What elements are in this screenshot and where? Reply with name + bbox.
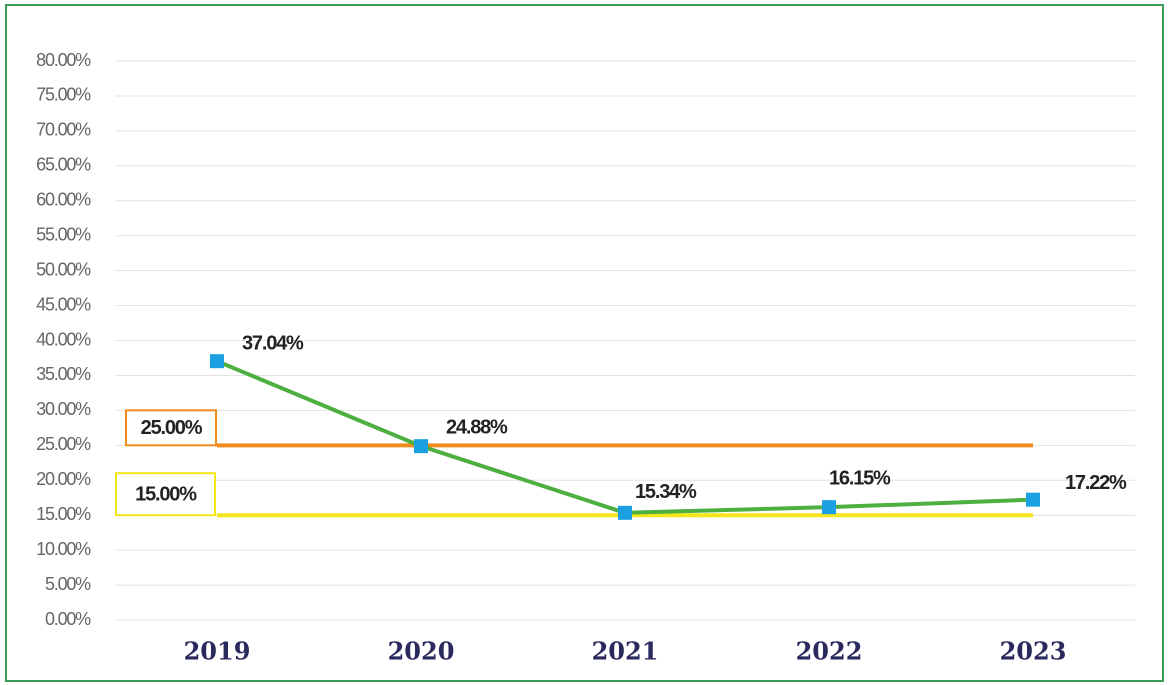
marker (414, 439, 428, 454)
y-tick-label: 5.00% (45, 574, 91, 594)
y-tick-label: 75.00% (36, 85, 91, 105)
reference-label-box (125, 409, 217, 447)
y-tick-label: 55.00% (36, 224, 91, 244)
value-label: 16.15% (829, 467, 891, 489)
line (216, 359, 1034, 515)
y-tick-label: 65.00% (36, 155, 91, 175)
y-tick-label: 45.00% (36, 294, 91, 314)
reference-label: 15.00% (135, 483, 197, 505)
reference-label-box (115, 472, 216, 517)
marker (618, 505, 632, 520)
value-label: 17.22% (1065, 472, 1127, 494)
y-tick-label: 10.00% (36, 539, 91, 559)
value-label: 15.34% (635, 481, 697, 503)
y-tick-label: 50.00% (36, 259, 91, 279)
marker (822, 500, 836, 515)
y-tick-label: 70.00% (36, 120, 91, 140)
value-label: 37.04% (242, 332, 304, 354)
x-tick-label: 2020 (388, 637, 455, 666)
x-tick-label: 2019 (184, 637, 251, 666)
marker (210, 354, 224, 369)
x-tick-label: 2023 (1000, 637, 1067, 666)
y-tick-label: 15.00% (36, 504, 91, 524)
y-tick-label: 80.00% (36, 50, 91, 70)
y-tick-label: 35.00% (36, 364, 91, 384)
y-tick-label: 60.00% (36, 190, 91, 210)
value-label: 24.88% (446, 416, 508, 438)
y-tick-label: 25.00% (36, 434, 91, 454)
y-tick-label: 20.00% (36, 469, 91, 489)
y-tick-label: 0.00% (45, 609, 91, 629)
marker (1026, 492, 1040, 507)
y-tick-label: 40.00% (36, 329, 91, 349)
reference-label: 25.00% (141, 417, 203, 439)
y-tick-label: 30.00% (36, 399, 91, 419)
x-tick-label: 2021 (592, 637, 659, 666)
frame (5, 4, 1164, 682)
x-tick-label: 2022 (796, 637, 863, 666)
